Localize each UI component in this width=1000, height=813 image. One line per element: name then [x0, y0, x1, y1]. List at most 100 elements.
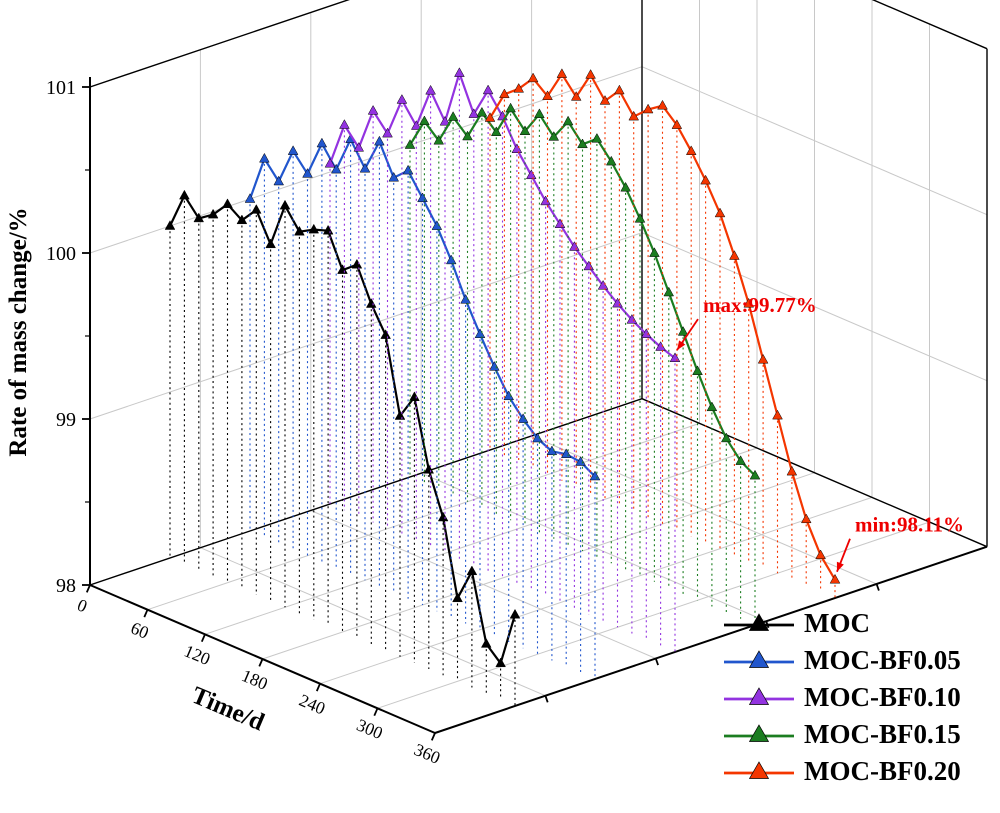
x-tick: [200, 633, 206, 643]
x-tick: [315, 683, 321, 692]
data-point-marker: [649, 247, 660, 257]
data-point-marker: [433, 134, 445, 145]
floor-grid-line: [204, 447, 758, 635]
data-point-marker: [735, 455, 746, 465]
data-point-marker: [445, 254, 457, 265]
x-tick: [143, 609, 149, 618]
data-point-marker: [437, 511, 449, 522]
data-point-marker: [628, 110, 640, 121]
x-tick: [258, 658, 264, 667]
x-tick-label: 300: [354, 714, 386, 743]
data-point-marker: [503, 390, 515, 401]
x-tick-label: 0: [74, 595, 90, 617]
legend-item-moc-bf010: MOC-BF0.10: [722, 684, 961, 711]
data-point-marker: [511, 143, 523, 153]
legend-triangle-icon: [748, 760, 770, 779]
data-point-marker: [527, 72, 539, 83]
legend-triangle-icon: [748, 612, 770, 631]
x-tick: [430, 732, 436, 741]
data-point-marker: [359, 162, 371, 173]
data-point-marker: [294, 225, 305, 236]
data-point-marker: [308, 223, 320, 234]
legend-item-moc-bf015: MOC-BF0.15: [722, 721, 961, 748]
data-point-marker: [287, 145, 299, 155]
data-point-marker: [700, 174, 711, 185]
data-point-marker: [353, 141, 365, 152]
drop-lines: [409, 108, 756, 625]
data-point-marker: [480, 638, 492, 648]
floor-grid-line: [262, 472, 815, 660]
legend-marker: [724, 723, 794, 742]
data-point-marker: [614, 84, 625, 95]
frame-edge: [871, 0, 988, 50]
data-point-marker: [250, 204, 262, 214]
generated-chart-content: 98 99 100 101 0 60 120 180 240 300 360 max:99.77% mi…: [46, 0, 988, 768]
data-point-marker: [273, 175, 285, 186]
floor-grid-line: [377, 521, 930, 709]
x-tick-label: 120: [181, 640, 213, 669]
data-point-marker: [367, 104, 379, 115]
floor-grid-line: [147, 422, 700, 611]
data-point-marker: [423, 463, 435, 474]
data-point-marker: [599, 95, 611, 105]
data-point-marker: [431, 220, 443, 230]
y-tick-label: 101: [46, 77, 76, 99]
drop-lines: [249, 139, 596, 679]
data-point-marker: [244, 193, 256, 203]
frame-edge: [89, 398, 643, 586]
depth-tick: [875, 583, 880, 591]
depth-axis: [434, 545, 988, 734]
floor-grid-line: [200, 547, 546, 697]
data-point-marker: [499, 88, 510, 99]
x-tick-label: 240: [296, 690, 328, 719]
data-point-marker: [462, 130, 473, 141]
data-point-marker: [337, 264, 348, 274]
floor-grid-line: [310, 510, 656, 659]
data-point-marker: [484, 112, 496, 122]
data-point-marker: [626, 313, 638, 324]
data-point-marker: [570, 91, 582, 101]
data-point-marker: [339, 119, 350, 129]
data-point-marker: [605, 155, 617, 166]
data-point-marker: [677, 326, 689, 336]
data-point-marker: [509, 608, 521, 619]
data-point-marker: [179, 189, 190, 200]
legend-item-moc-bf020: MOC-BF0.20: [722, 758, 961, 785]
y-tick-label: 98: [56, 575, 76, 597]
legend: MOC MOC-BF0.05 MOC-BF0.10 MOC-BF0.15 MOC…: [722, 610, 961, 785]
data-point-marker: [466, 565, 478, 576]
data-point-marker: [634, 212, 646, 223]
data-point-marker: [786, 465, 798, 476]
legend-marker: [724, 612, 794, 631]
y-tick-label: 99: [56, 409, 76, 431]
data-point-marker: [657, 99, 668, 110]
data-point-marker: [577, 138, 588, 149]
data-point-marker: [382, 127, 393, 138]
data-point-marker: [396, 94, 408, 104]
data-point-marker: [663, 286, 675, 297]
data-point-marker: [236, 214, 248, 225]
data-point-marker: [534, 108, 545, 118]
data-point-marker: [772, 409, 783, 420]
left-wall-grid-line: [89, 232, 643, 420]
axis-frame: [89, 0, 988, 586]
data-point-marker: [685, 145, 697, 155]
legend-label: MOC-BF0.05: [804, 645, 961, 675]
data-point-marker: [409, 391, 420, 401]
series-MOC-BF0.10: [324, 67, 681, 652]
legend-marker: [724, 686, 794, 705]
data-point-marker: [388, 171, 400, 182]
data-point-marker: [322, 224, 334, 235]
data-point-marker: [562, 115, 574, 126]
data-point-marker: [394, 410, 406, 420]
series-line: [489, 72, 836, 581]
legend-triangle-icon: [748, 723, 770, 742]
data-point-marker: [706, 401, 718, 412]
legend-label: MOC-BF0.15: [804, 719, 961, 749]
data-point-marker: [495, 657, 506, 668]
data-point-marker: [365, 298, 377, 308]
legend-triangle-icon: [748, 649, 770, 668]
data-point-marker: [585, 69, 596, 79]
data-point-marker: [404, 139, 416, 149]
data-point-marker: [489, 361, 500, 371]
